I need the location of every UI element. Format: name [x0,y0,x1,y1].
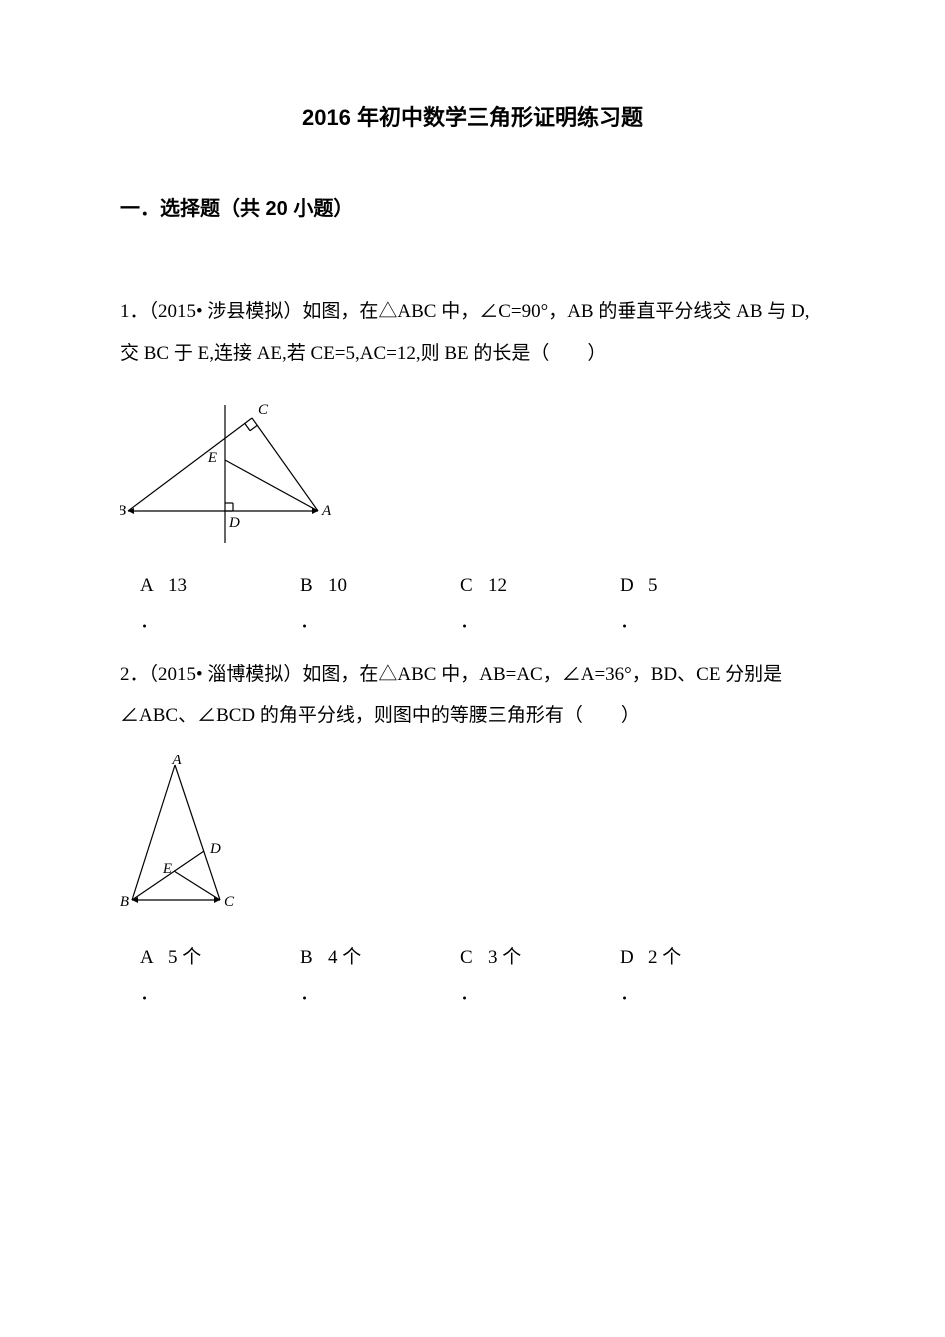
section-heading: 一．选择题（共 20 小题） [120,192,825,221]
option-letter: D [620,568,642,604]
svg-text:A: A [321,503,332,519]
option-letter: A [140,940,162,976]
q2-figure: A B C D E [120,755,825,920]
svg-text:D: D [209,841,221,857]
option-value: 4 个 [328,940,361,976]
svg-text:E: E [162,861,172,877]
option-value: 13 [168,568,187,604]
q1-option-a: A 13 [140,568,280,604]
svg-text:E: E [207,450,217,466]
svg-text:C: C [258,402,269,418]
q2-options: A 5 个 B 4 个 C 3 个 D 2 个 [140,940,825,976]
q2-option-a: A 5 个 [140,940,280,976]
q1-option-d: D 5 [620,568,760,604]
option-letter: D [620,940,642,976]
option-value: 12 [488,568,507,604]
svg-text:A: A [171,755,182,768]
option-letter: C [460,568,482,604]
document-title: 2016 年初中数学三角形证明练习题 [120,100,825,132]
option-letter: C [460,940,482,976]
q1-option-c: C 12 [460,568,600,604]
q2-option-d: D 2 个 [620,940,760,976]
option-value: 3 个 [488,940,521,976]
q1-figure: C E B D A [120,393,825,548]
svg-text:D: D [228,515,240,531]
option-letter: B [300,568,322,604]
svg-text:C: C [224,894,235,910]
q2-option-c: C 3 个 [460,940,600,976]
q2-option-b: B 4 个 [300,940,440,976]
q1-svg: C E B D A [120,393,340,548]
option-value: 2 个 [648,940,681,976]
option-value: 5 个 [168,940,201,976]
page: 2016 年初中数学三角形证明练习题 一．选择题（共 20 小题） 1．（201… [0,0,945,1337]
option-value: 5 [648,568,658,604]
option-value: 10 [328,568,347,604]
q2-svg: A B C D E [120,755,260,920]
q1-text: 1．（2015• 涉县模拟）如图，在△ABC 中，∠C=90°，AB 的垂直平分… [120,291,825,375]
svg-text:B: B [120,503,126,519]
svg-text:B: B [120,894,129,910]
q1-option-b: B 10 [300,568,440,604]
q1-options: A 13 B 10 C 12 D 5 [140,568,825,604]
option-letter: B [300,940,322,976]
q2-text: 2．（2015• 淄博模拟）如图，在△ABC 中，AB=AC，∠A=36°，BD… [120,654,825,738]
option-letter: A [140,568,162,604]
